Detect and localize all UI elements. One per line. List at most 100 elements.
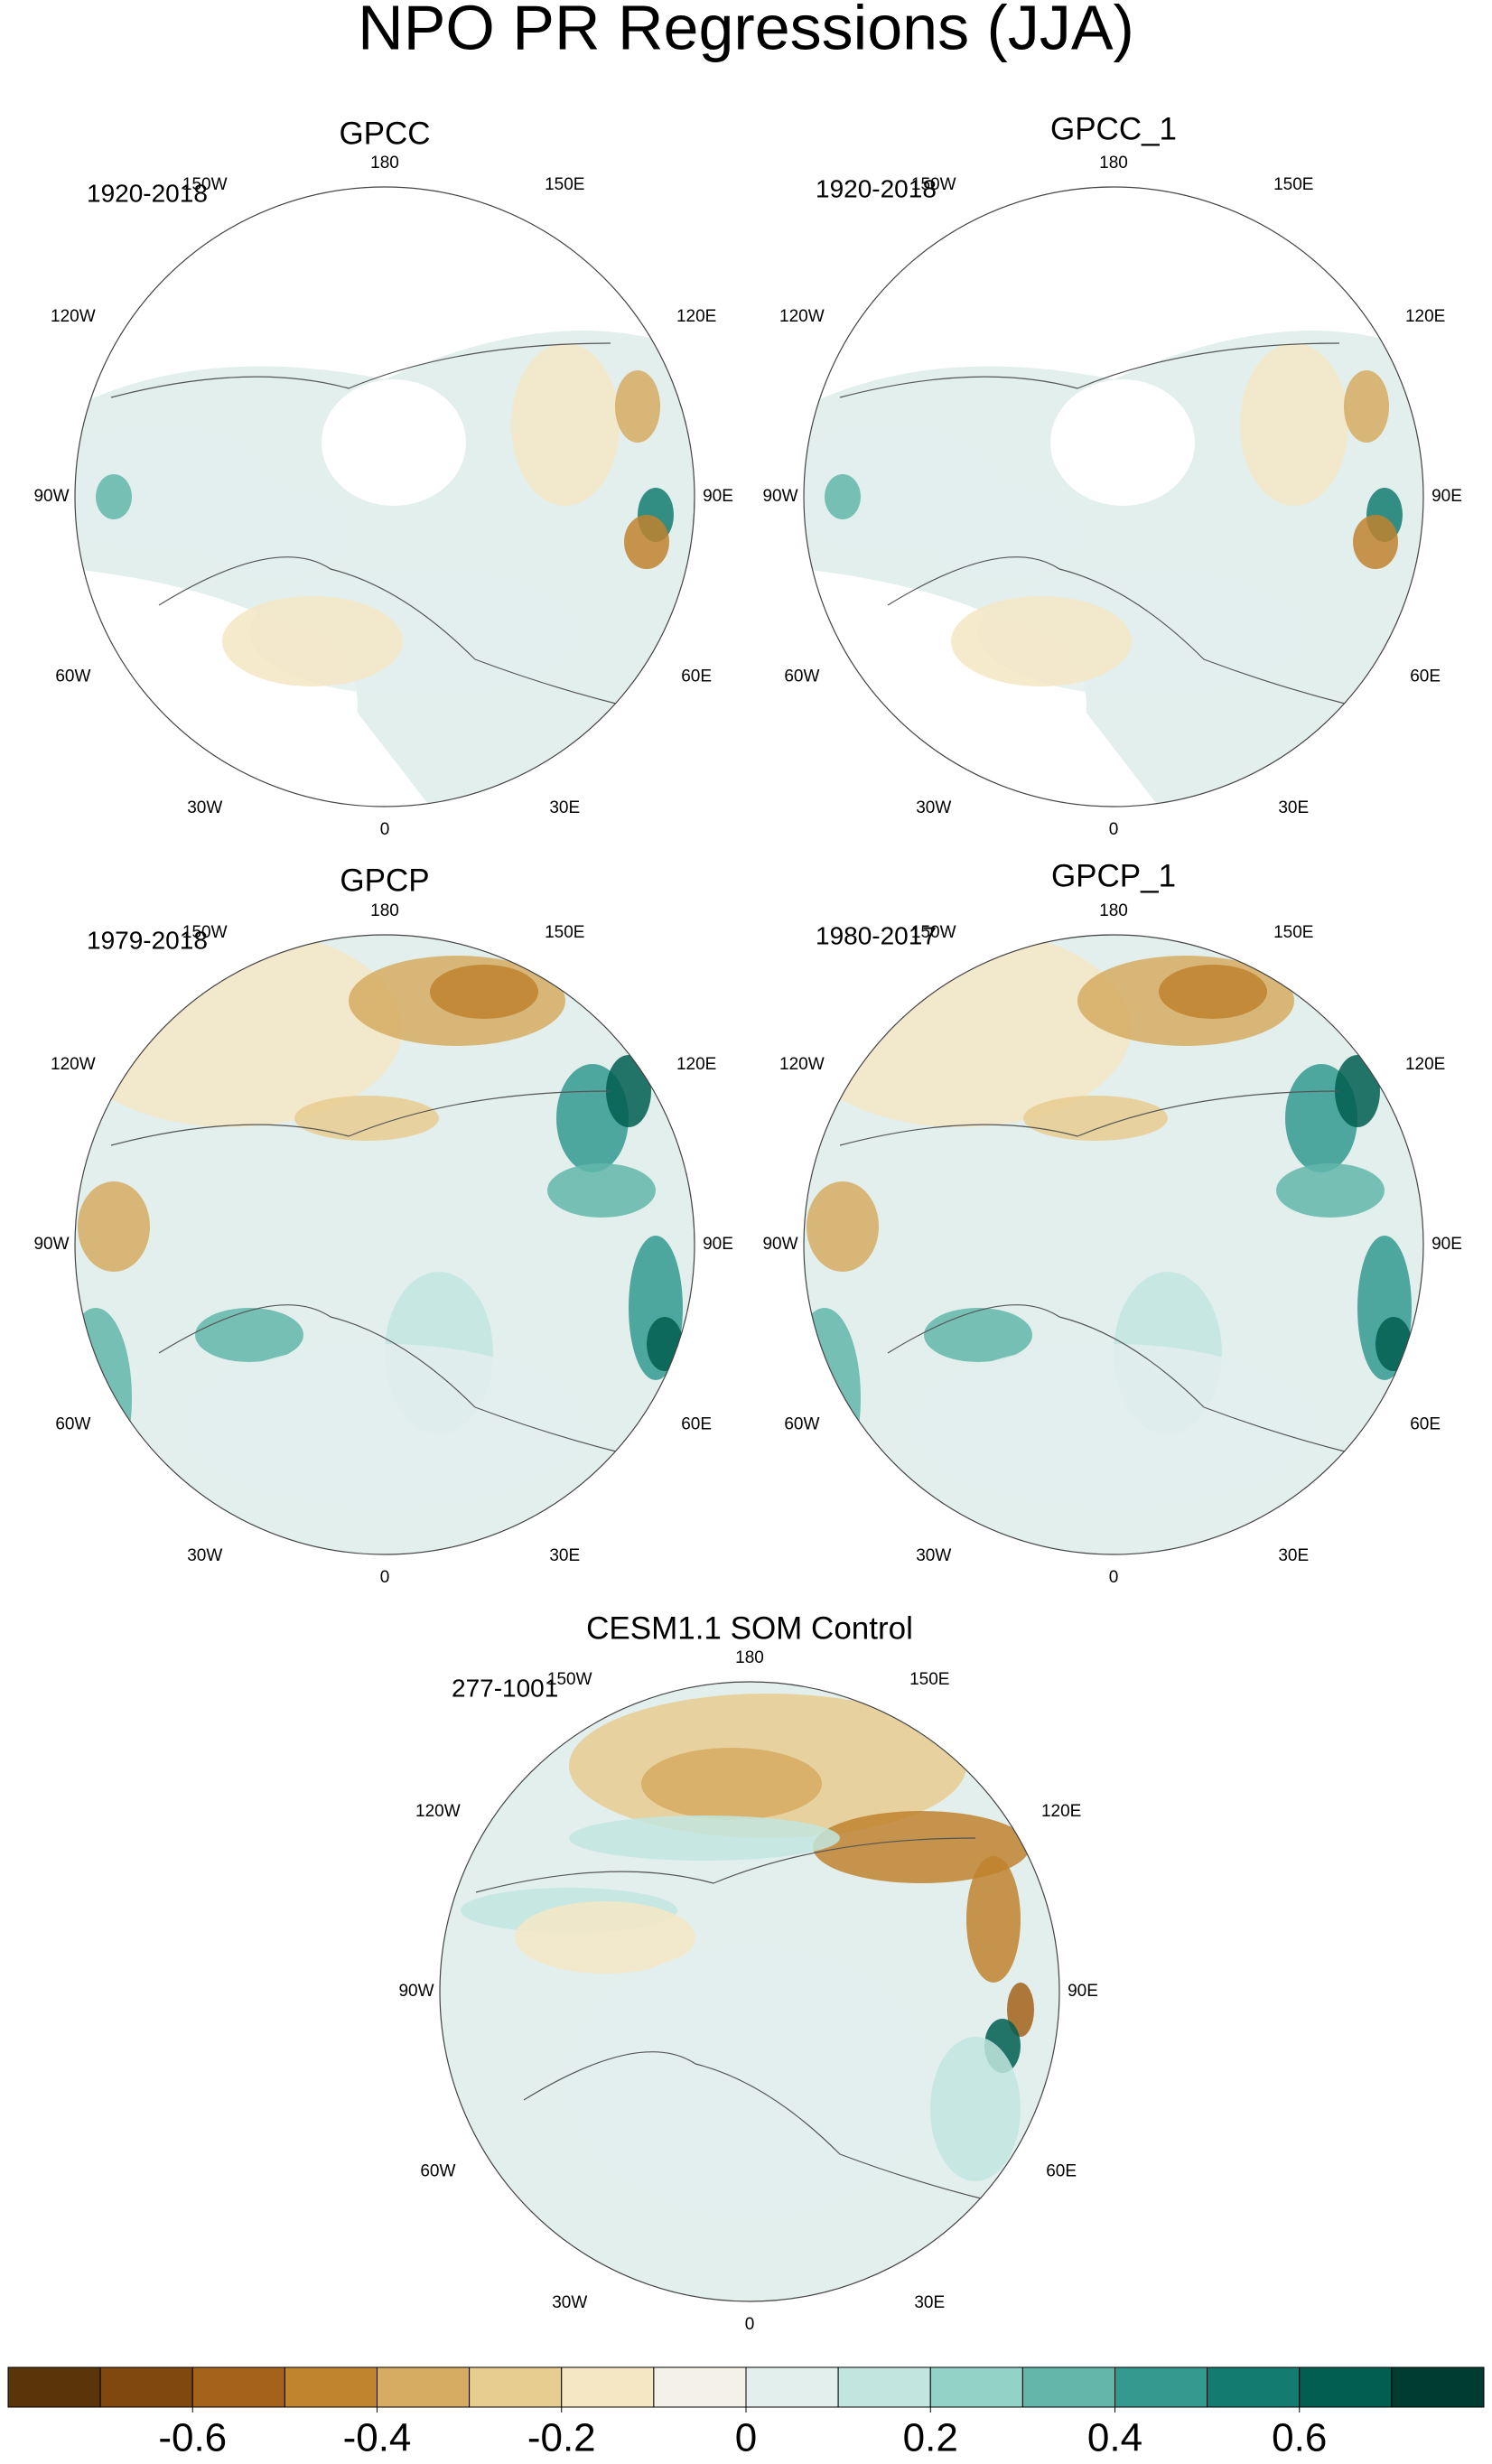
longitude-label: 120W: [779, 307, 825, 326]
map-border: [74, 186, 695, 807]
ocean-gap: [1050, 379, 1195, 506]
field-blob: [924, 1308, 1032, 1362]
map-panel: GPCC 1920-2018 180 150E 120E 90E 60E 30E 0 30W 60W…: [33, 116, 732, 839]
field-blob: [933, 488, 1077, 578]
longitude-label: 90E: [703, 487, 733, 506]
longitude-label: 90E: [1068, 1982, 1098, 2001]
field-blob: [222, 596, 403, 686]
longitude-label: 120E: [676, 1055, 716, 1074]
longitude-label: 60W: [784, 1414, 819, 1433]
colorbar-box: [99, 2366, 193, 2408]
panel-title: GPCC: [339, 116, 430, 151]
longitude-label: 0: [380, 1568, 390, 1587]
longitude-label: 150W: [911, 923, 956, 942]
map-border: [439, 1681, 1060, 2302]
field-blob: [547, 1163, 656, 1218]
field-blob: [804, 1308, 861, 1489]
colorbar-box: [284, 2366, 378, 2408]
longitude-label: 150E: [909, 1670, 949, 1689]
longitude-label: 150E: [545, 923, 584, 942]
colorbar-tick-label: 0.6: [1272, 2416, 1327, 2459]
longitude-label: 90W: [762, 1235, 797, 1254]
longitude-label: 120E: [1405, 1055, 1445, 1074]
colorbar: -0.6 -0.4 -0.2 0 0.2 0.4 0.6: [7, 2366, 1485, 2460]
field-blob: [78, 1181, 150, 1272]
field-blob: [294, 1096, 439, 1141]
field-blob: [569, 1815, 840, 1861]
field-blob: [624, 515, 669, 569]
longitude-label: 60E: [681, 1414, 712, 1433]
longitude-label: 30E: [549, 798, 580, 817]
longitude-label: 60E: [1410, 667, 1441, 686]
colorbar-box: [377, 2366, 471, 2408]
field: [75, 331, 695, 807]
longitude-label: 30W: [552, 2293, 587, 2312]
longitude-label: 180: [370, 901, 399, 920]
longitude-label: 0: [380, 820, 390, 839]
colorbar-box: [1114, 2366, 1208, 2408]
longitude-label: 90E: [1431, 487, 1462, 506]
longitude-label: 180: [1099, 901, 1128, 920]
colorbar-tick-label: 0.2: [903, 2416, 958, 2459]
field-blob: [813, 1811, 1030, 1883]
longitude-label: 90W: [33, 487, 69, 506]
field-blob: [615, 370, 660, 443]
colorbar-box: [469, 2366, 563, 2408]
field-blob: [1335, 1055, 1380, 1127]
colorbar-box: [929, 2366, 1023, 2408]
field-blob: [1159, 965, 1267, 1019]
longitude-label: 180: [1099, 154, 1128, 173]
coastline: [839, 342, 1349, 705]
longitude-label: 30E: [1278, 798, 1309, 817]
map-panel: GPCP 1979-2018 180 150E 120E 90E 60E 30E 0 30W 60W…: [33, 863, 732, 1587]
longitude-label: 30W: [187, 1546, 222, 1565]
colorbar-tick-label: -0.4: [343, 2416, 412, 2459]
longitude-label: 30W: [916, 798, 951, 817]
map-border: [803, 186, 1424, 807]
field-blob: [1007, 1983, 1034, 2037]
figure-title: NPO PR Regressions (JJA): [358, 0, 1134, 62]
longitude-label: 90W: [33, 1235, 69, 1254]
field-blob: [825, 474, 861, 519]
field-blob: [1023, 1096, 1168, 1141]
longitude-label: 150E: [1273, 923, 1313, 942]
map-border: [74, 934, 695, 1555]
longitude-label: 60W: [55, 1414, 90, 1433]
longitude-label: 30W: [916, 1546, 951, 1565]
longitude-label: 60E: [1410, 1414, 1441, 1433]
longitude-label: 60E: [681, 667, 712, 686]
colorbar-box: [7, 2366, 101, 2408]
colorbar-box: [837, 2366, 931, 2408]
field-blob: [606, 1055, 651, 1127]
map-panel: GPCP_1 1980-2017 180 150E 120E 90E 60E 30E 0 30W 6…: [762, 858, 1461, 1587]
longitude-label: 180: [370, 154, 399, 173]
longitude-label: 60W: [55, 667, 90, 686]
longitude-label: 120W: [51, 1055, 96, 1074]
field-blob: [915, 1344, 1312, 1507]
longitude-label: 60W: [784, 667, 819, 686]
panel-title: GPCC_1: [1050, 111, 1177, 146]
field-blob: [647, 1317, 683, 1371]
field-blob: [569, 1946, 930, 2217]
field-blob: [966, 1856, 1021, 1983]
ocean-gap: [322, 379, 466, 506]
longitude-label: 120W: [51, 307, 96, 326]
colorbar-tick-label: -0.6: [158, 2416, 227, 2459]
longitude-label: 0: [745, 2315, 755, 2334]
longitude-label: 30E: [914, 2293, 945, 2312]
longitude-label: 0: [1109, 1568, 1119, 1587]
field-blob: [186, 1344, 583, 1507]
longitude-label: 150W: [547, 1670, 592, 1689]
panel-period: 1920-2018: [816, 174, 937, 202]
field-blob: [1353, 515, 1398, 569]
field-blob: [930, 2037, 1021, 2181]
colorbar-box: [745, 2366, 839, 2408]
field-blob: [641, 1748, 822, 1820]
colorbar-box: [191, 2366, 285, 2408]
field-blob: [75, 1308, 132, 1489]
longitude-label: 120E: [676, 307, 716, 326]
coastline: [839, 1090, 1349, 1453]
coastline: [475, 1837, 985, 2200]
longitude-label: 0: [1109, 820, 1119, 839]
